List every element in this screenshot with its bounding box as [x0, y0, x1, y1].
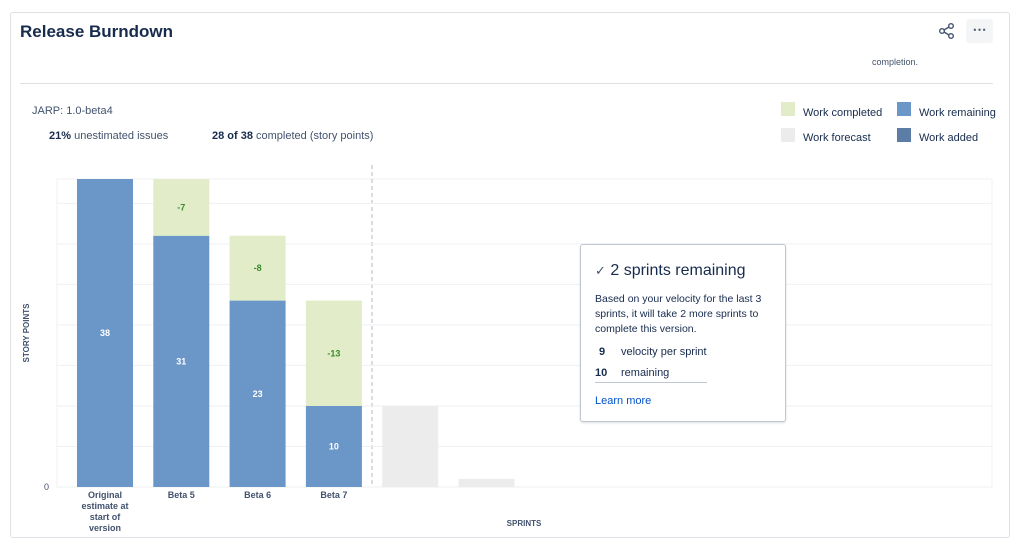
- legend-swatch: [897, 102, 911, 116]
- y-tick-label: 0: [44, 482, 49, 492]
- stat-divider: [595, 382, 707, 383]
- share-icon[interactable]: [938, 22, 956, 40]
- bar-remaining: [305, 405, 362, 487]
- bar-completed: [229, 235, 286, 301]
- x-tick-label: Beta 7: [320, 490, 348, 500]
- truncated-note: completion.: [872, 57, 919, 67]
- legend-label: Work remaining: [919, 107, 996, 119]
- legend-swatch: [897, 128, 911, 142]
- card: [10, 12, 1010, 538]
- stat-label: remaining: [621, 367, 670, 379]
- x-tick-label: Beta 6: [244, 490, 272, 500]
- unestimated-text: unestimated issues: [74, 130, 169, 142]
- title: Release Burndown: [20, 22, 174, 41]
- legend-label: Work completed: [803, 107, 883, 119]
- bar-forecast: [458, 478, 515, 487]
- bar-label: -8: [254, 263, 262, 273]
- completed-count: 28 of 38: [212, 130, 253, 142]
- stat-label: velocity per sprint: [621, 346, 707, 358]
- bar-forecast: [382, 405, 439, 487]
- bar-remaining: [77, 179, 133, 487]
- x-tick-label: Beta 5: [167, 490, 195, 500]
- stat-value: 9: [599, 346, 606, 358]
- learn-more-link[interactable]: Learn more: [595, 395, 652, 407]
- more-button[interactable]: ⋯: [966, 19, 993, 43]
- bar-label: -13: [327, 348, 340, 358]
- bar-label: 10: [329, 441, 339, 451]
- bar-completed: [153, 179, 210, 236]
- bar-label: 23: [253, 389, 263, 399]
- unestimated-pct: 21%: [49, 130, 72, 142]
- bar-label: -7: [177, 202, 185, 212]
- bar-remaining: [153, 235, 210, 487]
- unestimated: 21% unestimated issues: [49, 130, 168, 142]
- bar-completed: [305, 300, 362, 406]
- completed: 28 of 38 completed (story points): [212, 130, 373, 142]
- popup-body: Based on your velocity for the last 3 sp…: [595, 293, 762, 335]
- bar-remaining: [229, 300, 286, 487]
- forecast-popup: ✓ 2 sprints remaining Based on your velo…: [580, 244, 786, 422]
- legend-label: Work added: [919, 132, 979, 144]
- completed-text: completed (story points): [256, 130, 374, 142]
- version: JARP: 1.0-beta4: [32, 105, 113, 117]
- popup-title-text: 2 sprints remaining: [610, 262, 746, 279]
- legend-swatch: [781, 128, 795, 142]
- divider: [20, 83, 993, 84]
- bar-label: 38: [100, 328, 110, 338]
- popup-title: ✓ 2 sprints remaining: [595, 262, 746, 279]
- y-axis-label: STORY POINTS: [22, 303, 31, 363]
- x-axis-label: SPRINTS: [507, 519, 542, 528]
- x-tick-label: Original estimate at start of version: [81, 490, 129, 533]
- stat-value: 10: [595, 367, 608, 379]
- legend-label: Work forecast: [803, 132, 871, 144]
- legend-swatch: [781, 102, 795, 116]
- bar-label: 31: [176, 356, 186, 366]
